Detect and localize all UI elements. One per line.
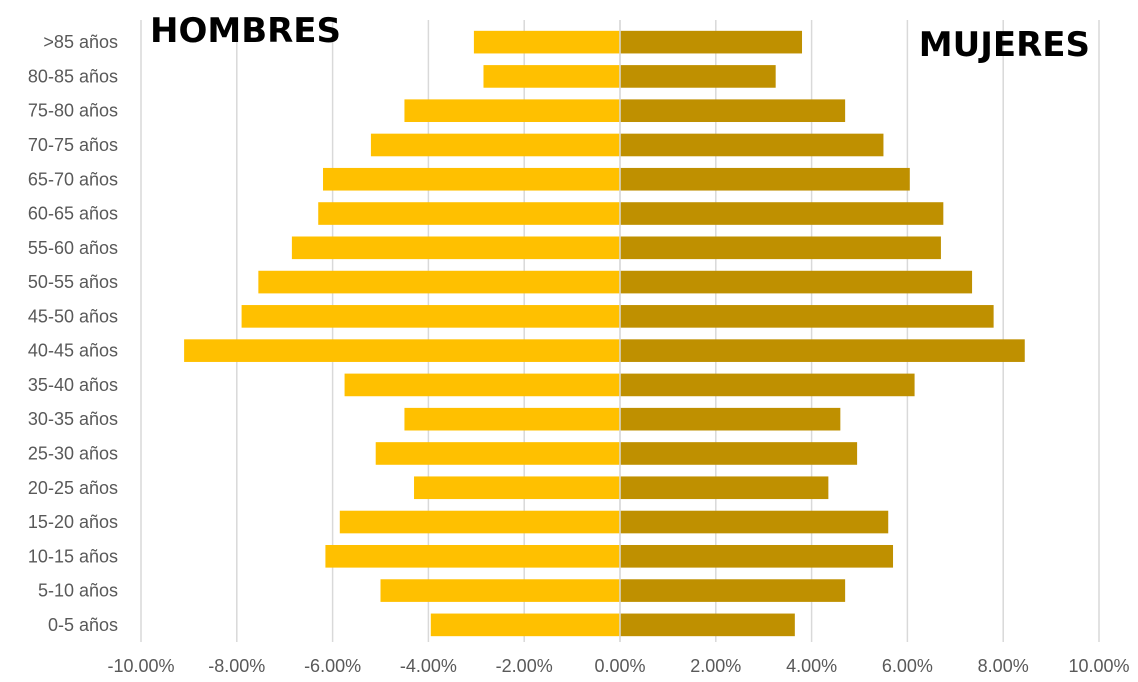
bar-mujeres: [620, 270, 973, 294]
category-label: 80-85 años: [28, 66, 118, 86]
bar-mujeres: [620, 305, 994, 328]
category-label: 30-35 años: [28, 409, 118, 429]
bar-hombres: [241, 305, 620, 328]
category-label: 40-45 años: [28, 341, 118, 361]
category-label: 60-65 años: [28, 204, 118, 224]
bar-mujeres: [620, 202, 944, 225]
bar-hombres: [404, 407, 620, 431]
category-label: 20-25 años: [28, 478, 118, 498]
x-tick-label: -6.00%: [304, 656, 361, 676]
x-tick-label: -4.00%: [400, 656, 457, 676]
category-label: 50-55 años: [28, 272, 118, 292]
category-label: 65-70 años: [28, 169, 118, 189]
bar-mujeres: [620, 613, 795, 637]
bar-hombres: [323, 167, 620, 191]
bar-mujeres: [620, 339, 1025, 362]
x-tick-label: 10.00%: [1068, 656, 1129, 676]
bar-hombres: [339, 510, 620, 534]
category-label: 75-80 años: [28, 101, 118, 121]
category-label: 15-20 años: [28, 512, 118, 532]
x-tick-label: 8.00%: [978, 656, 1029, 676]
bar-hombres: [344, 373, 620, 397]
bar-mujeres: [620, 99, 846, 123]
bar-hombres: [483, 65, 620, 88]
bar-hombres: [380, 579, 620, 602]
bar-mujeres: [620, 510, 889, 534]
bar-mujeres: [620, 133, 884, 157]
category-label: 55-60 años: [28, 238, 118, 258]
bar-hombres: [184, 339, 621, 362]
category-label: 25-30 años: [28, 443, 118, 463]
x-tick-label: 2.00%: [690, 656, 741, 676]
category-labels: 0-5 años 5-10 años 10-15 años 15-20 años 20-…: [28, 32, 118, 635]
bar-hombres: [291, 236, 620, 260]
bar-hombres: [414, 476, 620, 500]
bar-hombres: [325, 544, 620, 568]
bar-mujeres: [620, 442, 858, 465]
x-tick-label: -2.00%: [496, 656, 553, 676]
bar-mujeres: [620, 579, 846, 602]
bar-hombres: [430, 613, 620, 637]
bar-mujeres: [620, 30, 803, 54]
bar-mujeres: [620, 65, 776, 88]
x-tick-label: 4.00%: [786, 656, 837, 676]
bar-mujeres: [620, 236, 941, 260]
x-tick-label: 6.00%: [882, 656, 933, 676]
bar-mujeres: [620, 407, 841, 431]
x-tick-label: -10.00%: [107, 656, 174, 676]
bar-hombres: [370, 133, 620, 157]
bar-mujeres: [620, 167, 910, 191]
bar-mujeres: [620, 373, 915, 397]
bar-mujeres: [620, 476, 829, 500]
bar-mujeres: [620, 544, 894, 568]
category-label: 70-75 años: [28, 135, 118, 155]
bars: [184, 20, 1025, 642]
category-label: 5-10 años: [38, 581, 118, 601]
bar-hombres: [375, 442, 620, 465]
category-label: 45-50 años: [28, 306, 118, 326]
bar-hombres: [258, 270, 620, 294]
right-side-label: MUJERES: [919, 25, 1090, 65]
bar-hombres: [473, 30, 620, 54]
x-tick-label: 0.00%: [594, 656, 645, 676]
left-side-label: HOMBRES: [150, 11, 341, 51]
bar-hombres: [404, 99, 620, 123]
category-label: 10-15 años: [28, 546, 118, 566]
category-label: 35-40 años: [28, 375, 118, 395]
bar-hombres: [318, 202, 620, 225]
x-tick-label: -8.00%: [208, 656, 265, 676]
category-label: >85 años: [43, 32, 118, 52]
x-tick-labels: -10.00% -8.00% -6.00% -4.00% -2.00% 0.00% 2.00…: [107, 656, 1129, 676]
category-label: 0-5 años: [48, 615, 118, 635]
